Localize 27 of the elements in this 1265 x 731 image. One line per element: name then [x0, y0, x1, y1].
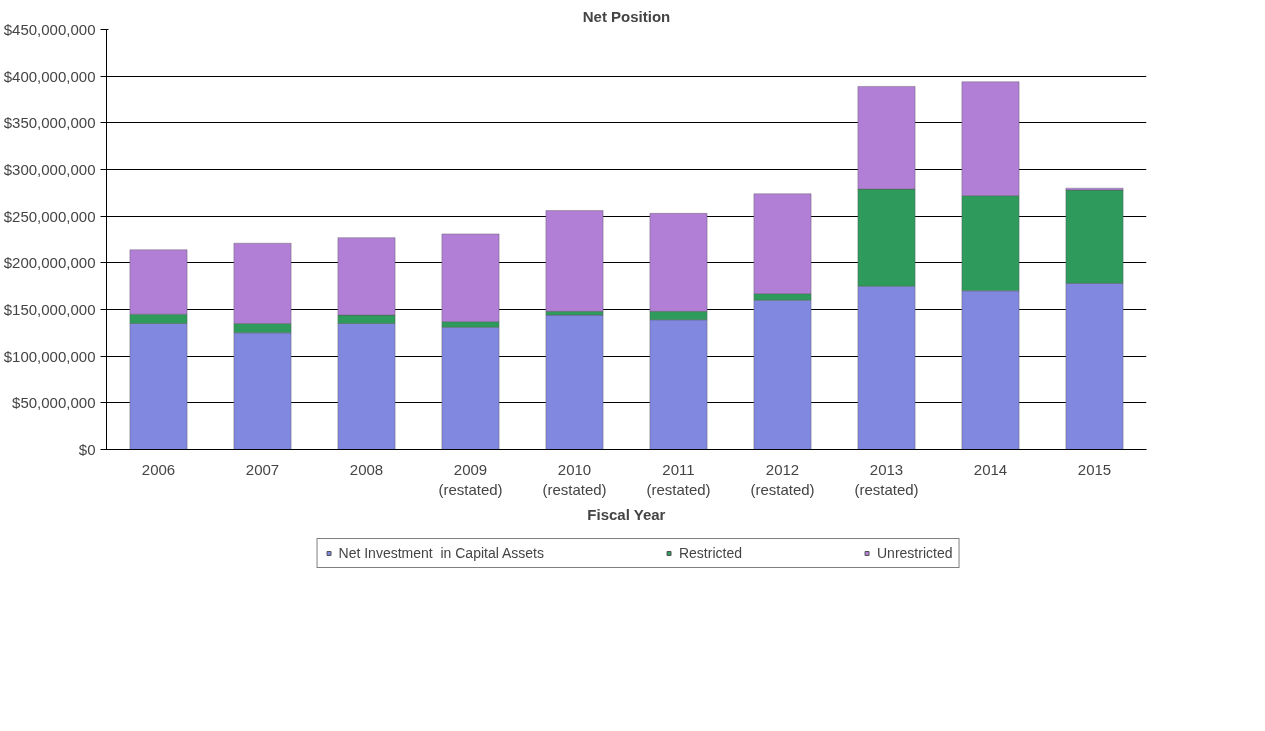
x-tick-label: 2015 [1077, 460, 1112, 478]
chart-title: Net Position [582, 7, 671, 25]
bar [545, 314, 604, 450]
y-tick-label: $250,000,000 [3, 207, 96, 225]
y-tick-label: $300,000,000 [3, 161, 96, 178]
x-tick-label: 2014 [973, 460, 1008, 478]
x-tick-label: 2013 (restated) [854, 460, 919, 498]
x-tick-label: 2009 (restated) [438, 460, 503, 498]
y-tick-label: $0 [78, 441, 96, 458]
x-tick-label: 2006 [141, 460, 176, 478]
y-tick-label: $450,000,000 [3, 21, 96, 38]
y-tick-label: $150,000,000 [3, 301, 96, 318]
x-tick-label: 2012 (restated) [750, 460, 815, 498]
legend-label: Restricted [678, 544, 742, 561]
x-tick-label: 2010 (restated) [542, 460, 607, 498]
y-tick-label: $200,000,000 [3, 254, 96, 272]
bar [545, 210, 604, 312]
y-tick-label: $100,000,000 [3, 347, 96, 365]
x-axis-title: Fiscal Year [587, 505, 666, 523]
legend-label: Net Investment in Capital Assets [338, 544, 544, 561]
x-tick-label: 2011 (restated) [646, 460, 711, 498]
x-tick-label: 2008 [349, 460, 384, 478]
y-tick-label: $400,000,000 [3, 67, 96, 85]
y-tick-label: $350,000,000 [3, 114, 96, 132]
x-tick-label: 2007 [245, 460, 280, 478]
y-tick-label: $50,000,000 [12, 394, 96, 412]
legend-label: Unrestricted [877, 544, 953, 561]
